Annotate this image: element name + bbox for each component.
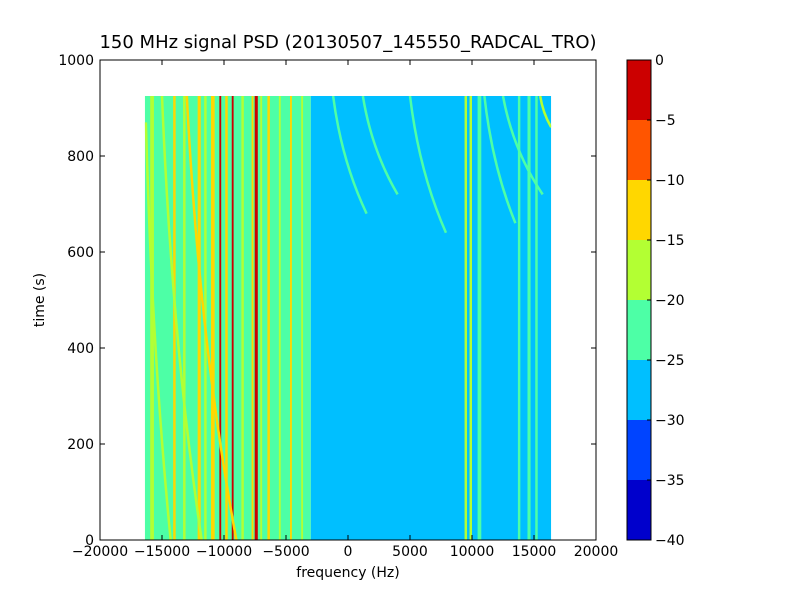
psd-signal-line <box>527 96 531 540</box>
psd-signal-line <box>150 96 154 540</box>
colorbar-segment <box>627 480 651 540</box>
psd-signal-line <box>535 96 538 540</box>
plot-area: −20000 −15000 −10000 −5000 0 5000 10000 15000 20… <box>58 53 618 560</box>
x-axis-label: frequency (Hz) <box>296 565 399 581</box>
psd-chirp-trace <box>501 96 544 196</box>
colorbar-segment <box>627 180 651 240</box>
psd-signal-line <box>210 96 215 540</box>
spectrogram-image <box>144 96 552 540</box>
y-axis-label: time (s) <box>32 273 48 327</box>
psd-signal-line <box>197 96 201 540</box>
psd-signal-line <box>464 96 468 540</box>
psd-signal-line <box>260 96 263 540</box>
colorbar-tick-label: −15 <box>655 233 685 249</box>
colorbar-segment <box>627 120 651 180</box>
psd-signal-line <box>267 96 270 540</box>
colorbar-tick-label: −10 <box>655 173 685 189</box>
psd-signal-line <box>469 96 472 540</box>
colorbar-tick-label: 0 <box>655 53 664 69</box>
colorbar: −40 −35 −30 −25 −20 −15 −10 −5 0 <box>626 53 685 549</box>
psd-signal-line <box>173 96 176 540</box>
psd-signal-line <box>183 96 186 540</box>
psd-chirp-trace <box>331 96 368 215</box>
chart-title: 150 MHz signal PSD (20130507_145550_RADC… <box>99 32 596 53</box>
psd-signal-line <box>517 96 521 540</box>
x-tick-label: 10000 <box>450 544 495 560</box>
x-tick-label: 5000 <box>392 544 428 560</box>
psd-chirp-trace <box>144 122 172 540</box>
colorbar-tick-label: −35 <box>655 473 685 489</box>
y-tick-label: 600 <box>67 245 94 261</box>
x-tick-label: 0 <box>344 544 353 560</box>
psd-signal-line <box>301 96 304 540</box>
psd-chirp-trace <box>538 96 552 128</box>
psd-signal-line <box>477 96 482 540</box>
y-tick-label: 800 <box>67 149 94 165</box>
colorbar-tick-label: −20 <box>655 293 685 309</box>
colorbar-tick-label: −30 <box>655 413 685 429</box>
x-tick-label: −5000 <box>262 544 309 560</box>
psd-chirp-trace <box>160 96 203 540</box>
psd-signal-line <box>278 96 281 540</box>
colorbar-tick-label: −25 <box>655 353 685 369</box>
x-tick-label: 15000 <box>512 544 557 560</box>
psd-chirp-trace <box>361 96 399 196</box>
psd-background-region <box>310 96 552 540</box>
psd-signal-line <box>225 96 228 540</box>
y-tick-label: 200 <box>67 437 94 453</box>
colorbar-tick-label: −40 <box>655 533 685 549</box>
x-tick-label: −20000 <box>72 544 128 560</box>
y-tick-label: 400 <box>67 341 94 357</box>
y-tick-label: 1000 <box>58 53 94 69</box>
psd-chirp-trace <box>408 96 448 234</box>
psd-signal-line <box>290 96 292 540</box>
psd-signal-line <box>241 96 244 540</box>
psd-signal-line <box>251 96 254 540</box>
colorbar-segment <box>627 240 651 300</box>
psd-signal-line <box>231 96 234 540</box>
psd-signal-line <box>254 96 258 540</box>
x-tick-label: −10000 <box>196 544 252 560</box>
colorbar-segment <box>627 60 651 120</box>
psd-chirp-trace <box>185 96 238 540</box>
colorbar-tick-label: −5 <box>655 113 676 129</box>
y-tick-label: 0 <box>85 533 94 549</box>
psd-signal-line <box>219 96 222 540</box>
colorbar-segment <box>627 420 651 480</box>
colorbar-segment <box>627 360 651 420</box>
colorbar-segment <box>627 300 651 360</box>
psd-background-region <box>144 96 311 540</box>
psd-chirp-trace <box>483 96 517 224</box>
x-tick-label: −15000 <box>134 544 190 560</box>
x-tick-label: 20000 <box>574 544 619 560</box>
